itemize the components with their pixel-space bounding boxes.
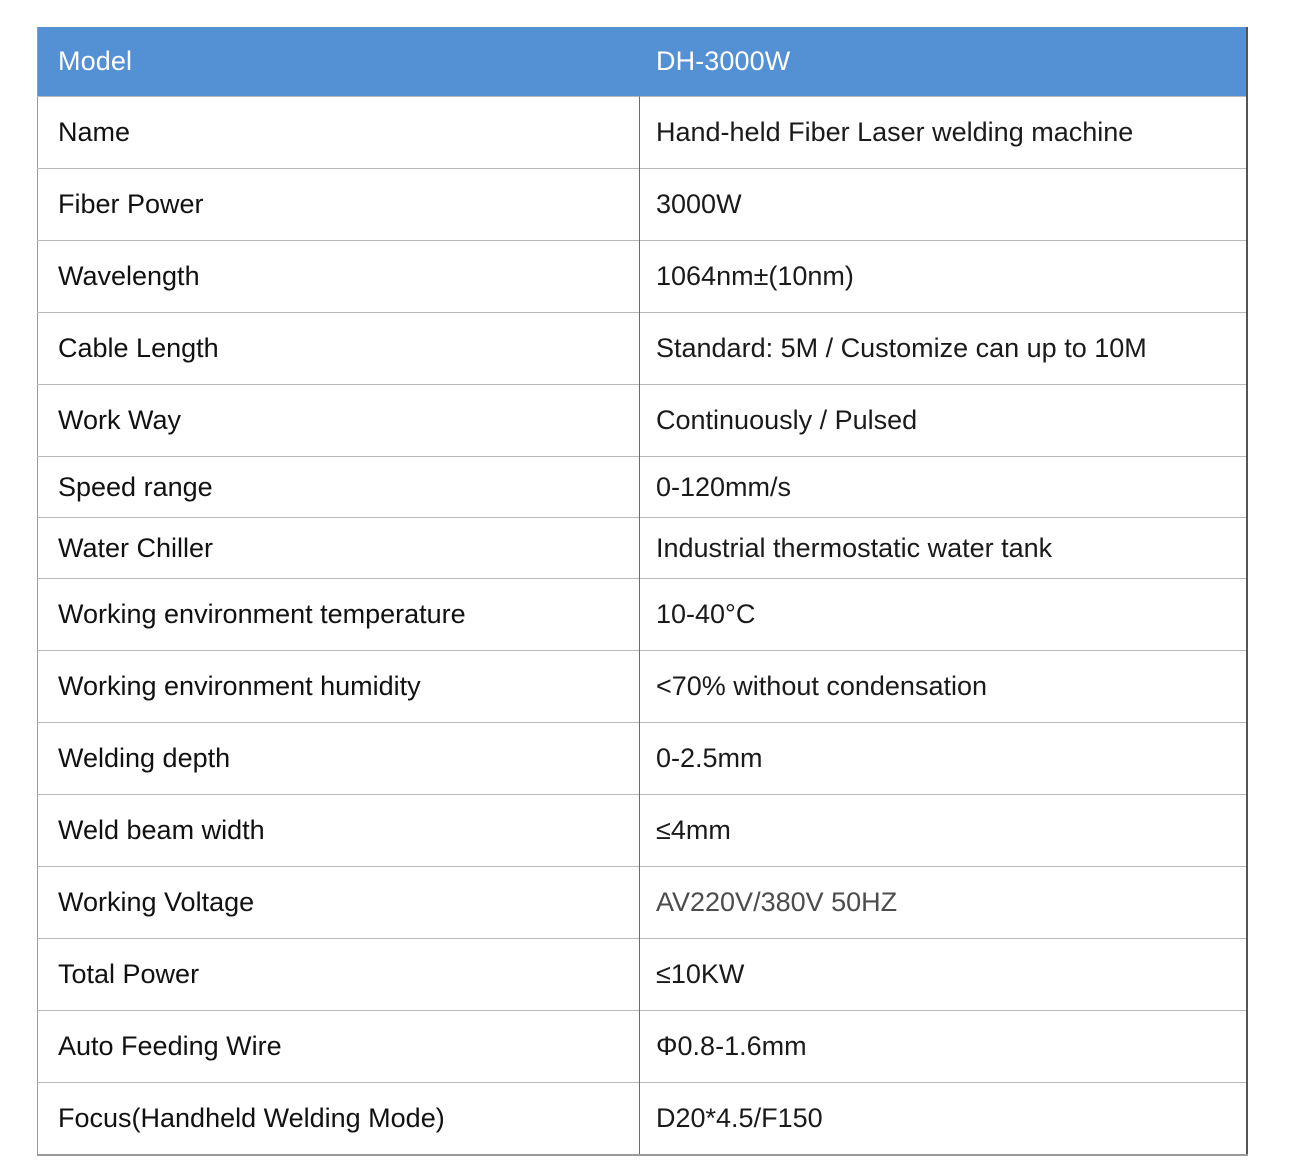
spec-label-cell: Working environment temperature <box>37 578 640 651</box>
spec-label-cell: Cable Length <box>37 312 640 385</box>
table-row: Working Voltage AV220V/380V 50HZ <box>37 866 1247 939</box>
table-row: Wavelength 1064nm±(10nm) <box>37 240 1247 313</box>
header-cell-model-label: Model <box>37 27 640 97</box>
table-row: Water Chiller Industrial thermostatic wat… <box>37 517 1247 579</box>
spec-label-cell: Focus(Handheld Welding Mode) <box>37 1082 640 1155</box>
spec-value-cell: Industrial thermostatic water tank <box>639 517 1247 579</box>
spec-label-cell: Welding depth <box>37 722 640 795</box>
spec-value-cell: 3000W <box>639 168 1247 241</box>
spec-value-cell: 0-120mm/s <box>639 456 1247 518</box>
spec-label-cell: Total Power <box>37 938 640 1011</box>
spec-value-cell: <70% without condensation <box>639 650 1247 723</box>
table-header-row: Model DH-3000W <box>37 27 1247 97</box>
table-row: Working environment temperature 10-40°C <box>37 578 1247 651</box>
table-row: Weld beam width ≤4mm <box>37 794 1247 867</box>
table-body: Name Hand-held Fiber Laser welding machin… <box>37 96 1247 1155</box>
spec-value-cell: Continuously / Pulsed <box>639 384 1247 457</box>
table-row: Total Power ≤10KW <box>37 938 1247 1011</box>
specification-table-container: Model DH-3000W Name Hand-held Fiber Laser… <box>37 27 1248 1156</box>
spec-value-cell: D20*4.5/F150 <box>639 1082 1247 1155</box>
table-row: Cable Length Standard: 5M / Customize can… <box>37 312 1247 385</box>
spec-value-cell: Standard: 5M / Customize can up to 10M <box>639 312 1247 385</box>
spec-value-cell: 10-40°C <box>639 578 1247 651</box>
spec-label-cell: Working environment humidity <box>37 650 640 723</box>
spec-value-cell: 1064nm±(10nm) <box>639 240 1247 313</box>
table-header: Model DH-3000W <box>37 27 1247 97</box>
table-row: Working environment humidity <70% without… <box>37 650 1247 723</box>
table-row: Work Way Continuously / Pulsed <box>37 384 1247 457</box>
spec-label-cell: Wavelength <box>37 240 640 313</box>
spec-label-cell: Name <box>37 96 640 169</box>
table-row: Auto Feeding Wire Φ0.8-1.6mm <box>37 1010 1247 1083</box>
spec-label-cell: Auto Feeding Wire <box>37 1010 640 1083</box>
spec-value-cell: ≤10KW <box>639 938 1247 1011</box>
header-cell-model-value: DH-3000W <box>639 27 1247 97</box>
table-row: Speed range 0-120mm/s <box>37 456 1247 518</box>
spec-label-cell: Work Way <box>37 384 640 457</box>
spec-label-cell: Weld beam width <box>37 794 640 867</box>
table-row: Welding depth 0-2.5mm <box>37 722 1247 795</box>
spec-value-cell: ≤4mm <box>639 794 1247 867</box>
spec-value-cell: 0-2.5mm <box>639 722 1247 795</box>
specification-table: Model DH-3000W Name Hand-held Fiber Laser… <box>37 27 1248 1156</box>
spec-value-cell: Φ0.8-1.6mm <box>639 1010 1247 1083</box>
table-row: Focus(Handheld Welding Mode) D20*4.5/F150 <box>37 1082 1247 1155</box>
spec-label-cell: Speed range <box>37 456 640 518</box>
spec-label-cell: Fiber Power <box>37 168 640 241</box>
table-row: Fiber Power 3000W <box>37 168 1247 241</box>
spec-label-cell: Water Chiller <box>37 517 640 579</box>
spec-value-cell: Hand-held Fiber Laser welding machine <box>639 96 1247 169</box>
spec-label-cell: Working Voltage <box>37 866 640 939</box>
table-row: Name Hand-held Fiber Laser welding machin… <box>37 96 1247 169</box>
spec-value-cell: AV220V/380V 50HZ <box>639 866 1247 939</box>
